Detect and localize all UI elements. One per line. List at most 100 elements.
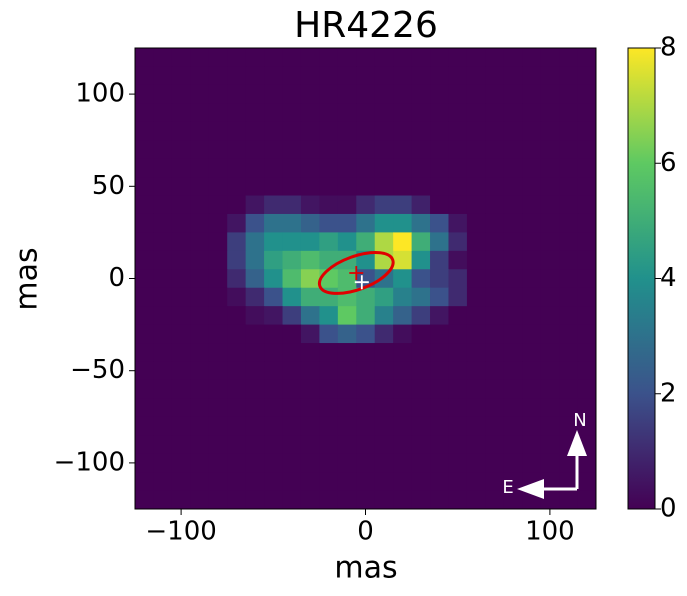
cell	[356, 103, 376, 123]
cell	[190, 84, 210, 104]
cell	[300, 250, 320, 270]
cell	[559, 103, 579, 123]
cell	[466, 472, 486, 492]
cell	[135, 269, 154, 289]
cell	[430, 435, 449, 455]
cell	[245, 361, 265, 381]
cell	[485, 48, 505, 67]
cell	[208, 379, 228, 399]
cell	[300, 416, 320, 436]
cell	[300, 472, 320, 492]
compass-head	[567, 430, 587, 456]
cell	[411, 269, 431, 289]
cell	[466, 177, 486, 197]
cell	[374, 158, 394, 178]
cell	[411, 306, 431, 326]
cell	[430, 103, 449, 123]
cell	[227, 232, 247, 252]
cell	[430, 343, 449, 362]
cell	[485, 324, 505, 344]
cell	[208, 287, 228, 307]
cell	[393, 379, 413, 399]
cell	[393, 140, 413, 160]
cell	[319, 416, 339, 436]
cell	[264, 250, 284, 270]
cell	[282, 306, 302, 326]
cell	[227, 121, 247, 141]
cell	[337, 324, 357, 344]
cell	[153, 158, 173, 178]
cell	[522, 269, 542, 289]
cell	[300, 103, 320, 123]
cell	[171, 324, 191, 344]
cell	[245, 232, 265, 252]
cell	[577, 158, 597, 178]
cell	[319, 213, 339, 233]
cell	[374, 343, 394, 362]
y-tick-label: −100	[54, 447, 125, 477]
cell	[356, 140, 376, 160]
cell	[374, 361, 394, 381]
cell	[466, 232, 486, 252]
cell	[430, 490, 449, 510]
cell	[448, 490, 468, 510]
cell	[337, 361, 357, 381]
cell	[522, 48, 542, 67]
cell	[430, 398, 449, 418]
colorbar-tick-label: 8	[660, 33, 677, 63]
cell	[485, 435, 505, 455]
cell	[448, 48, 468, 67]
cell	[264, 490, 284, 510]
cell	[522, 177, 542, 197]
cell	[337, 232, 357, 252]
cell	[171, 398, 191, 418]
cell	[411, 103, 431, 123]
cell	[319, 343, 339, 362]
cell	[448, 472, 468, 492]
cell	[393, 66, 413, 86]
cell	[171, 177, 191, 197]
cell	[190, 306, 210, 326]
cell	[577, 306, 597, 326]
cell	[135, 343, 154, 362]
cell	[190, 195, 210, 215]
cell	[356, 324, 376, 344]
cell	[245, 213, 265, 233]
cell	[319, 435, 339, 455]
cell	[227, 195, 247, 215]
cell	[559, 232, 579, 252]
compass-label: N	[573, 410, 586, 431]
cell	[135, 324, 154, 344]
cell	[503, 472, 523, 492]
cell	[485, 269, 505, 289]
cell	[245, 416, 265, 436]
cell	[503, 66, 523, 86]
cell	[430, 269, 449, 289]
cell	[282, 453, 302, 473]
cell	[282, 195, 302, 215]
cell	[448, 324, 468, 344]
cell	[264, 379, 284, 399]
cell	[208, 490, 228, 510]
cell	[374, 121, 394, 141]
cell	[430, 48, 449, 67]
cell	[356, 453, 376, 473]
cell	[171, 269, 191, 289]
cell	[227, 177, 247, 197]
cell	[522, 287, 542, 307]
cell	[227, 435, 247, 455]
cell	[485, 177, 505, 197]
cell	[282, 472, 302, 492]
cell	[300, 140, 320, 160]
cell	[171, 361, 191, 381]
cell	[577, 140, 597, 160]
cell	[448, 398, 468, 418]
cell	[466, 343, 486, 362]
cell	[393, 177, 413, 197]
cell	[393, 343, 413, 362]
cell	[319, 84, 339, 104]
cell	[300, 195, 320, 215]
cell	[374, 453, 394, 473]
cell	[540, 250, 560, 270]
cell	[135, 103, 154, 123]
